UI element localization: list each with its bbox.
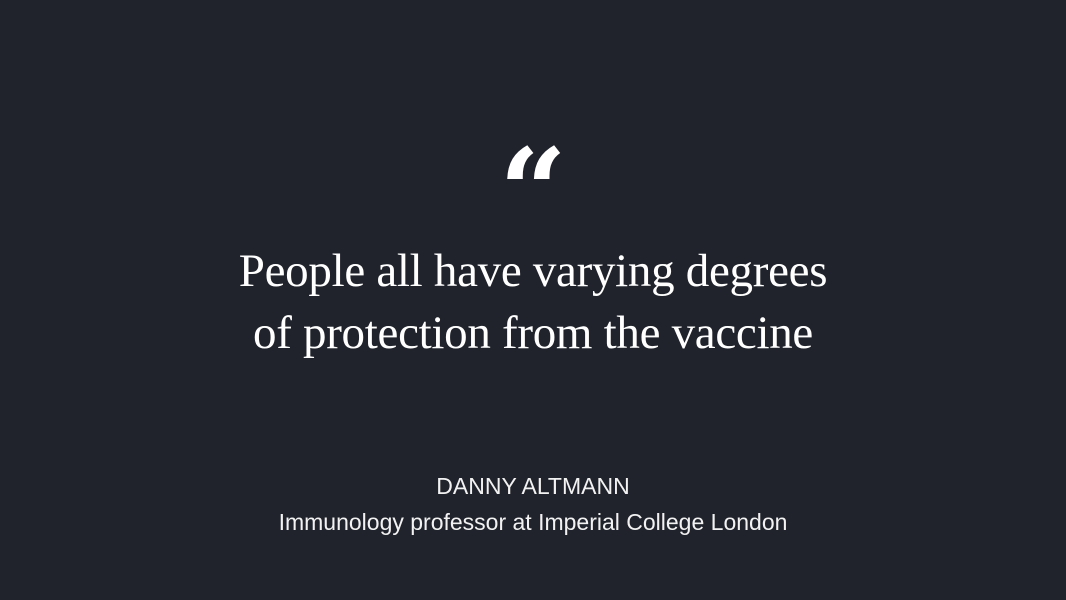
quote-line: People all have varying degrees [238, 245, 828, 297]
quote-text: People all have varying degrees of prote… [133, 240, 933, 364]
speaker-name: DANNY ALTMANN [436, 473, 630, 499]
quote-mark-icon: “ [499, 122, 567, 261]
quote-line: of protection from the vaccine [253, 307, 813, 359]
speaker-role: Immunology professor at Imperial College… [278, 509, 788, 535]
